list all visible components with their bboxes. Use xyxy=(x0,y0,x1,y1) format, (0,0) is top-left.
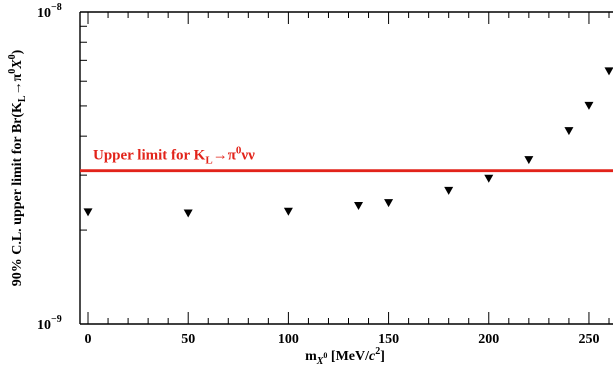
data-point-marker xyxy=(564,127,574,136)
data-point-marker xyxy=(444,186,454,195)
y-axis-ticks xyxy=(80,11,92,325)
x-axis-title: mX0 [MeV/c2] xyxy=(305,346,385,367)
y-axis-title: 90% C.L. upper limit for Br(KL→π0X0) xyxy=(7,49,28,286)
x-tick-label: 50 xyxy=(181,332,195,347)
x-tick-label: 250 xyxy=(578,332,599,347)
data-point-marker xyxy=(604,67,613,76)
data-point-marker xyxy=(524,156,534,165)
data-point-marker xyxy=(283,207,293,216)
x-tick-label: 150 xyxy=(378,332,399,347)
x-tick-label: 200 xyxy=(478,332,499,347)
data-point-marker xyxy=(584,101,594,110)
x-tick-label: 100 xyxy=(278,332,299,347)
data-point-marker xyxy=(83,208,93,217)
y-tick-label-bottom: 10−9 xyxy=(37,314,62,333)
data-point-marker xyxy=(484,174,494,183)
y-tick-label-top: 10−8 xyxy=(37,2,62,21)
x-tick-label: 0 xyxy=(85,332,92,347)
upper-limit-label: Upper limit for KL→π0νν xyxy=(93,145,255,167)
data-point-marker xyxy=(183,209,193,218)
x-axis-ticks: 0 50 100 150 200 250 xyxy=(85,12,610,347)
data-point-marker xyxy=(384,199,394,208)
data-points xyxy=(83,67,613,218)
data-point-marker xyxy=(354,201,364,210)
